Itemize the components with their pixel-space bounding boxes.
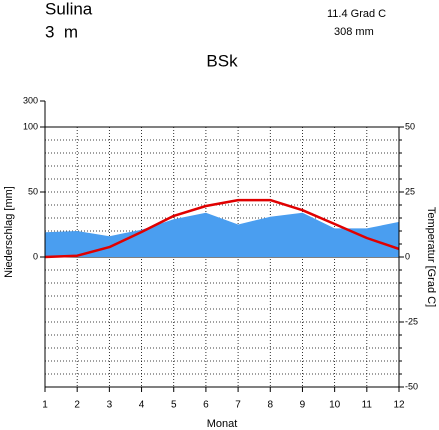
y2-tick-label: 0	[405, 251, 410, 261]
x-tick-label: 6	[203, 400, 209, 411]
x-tick-label: 4	[139, 400, 145, 411]
marks	[44, 198, 400, 259]
y-tick-label: 100	[23, 121, 38, 131]
x-tick-label: 1	[42, 400, 48, 411]
annual-precipitation: 308 mm	[334, 26, 374, 38]
precipitation-area	[45, 212, 399, 257]
y-axis-label: Niederschlag [mm]	[3, 186, 15, 278]
y2-axis-label: Temperatur [Grad C]	[425, 207, 437, 307]
climate-class: BSk	[206, 51, 238, 70]
x-axis-label: Monat	[207, 418, 238, 430]
plot-frame	[44, 126, 400, 388]
x-tick-label: 8	[267, 400, 273, 411]
y2-tick-label: -25	[405, 316, 418, 326]
y-tick-label: 0	[33, 251, 38, 261]
x-tick-label: 12	[393, 400, 405, 411]
x-tick-label: 2	[74, 400, 80, 411]
y2-tick-label: -50	[405, 381, 418, 391]
y2-tick-label: 25	[405, 186, 415, 196]
y2-tick-label: 50	[405, 121, 415, 131]
x-tick-label: 7	[235, 400, 241, 411]
elevation: 3 m	[45, 22, 78, 41]
mean-temperature: 11.4 Grad C	[327, 8, 386, 20]
x-tick-label: 11	[362, 400, 373, 411]
temperature-line	[44, 198, 400, 259]
y-tick-label: 300	[23, 95, 38, 105]
x-tick-label: 5	[171, 400, 177, 411]
x-tick-label: 10	[329, 400, 341, 411]
x-tick-label: 3	[107, 400, 113, 411]
chart-title: Sulina	[45, 0, 93, 18]
y-tick-label: 50	[28, 186, 38, 196]
x-tick-label: 9	[300, 400, 306, 411]
